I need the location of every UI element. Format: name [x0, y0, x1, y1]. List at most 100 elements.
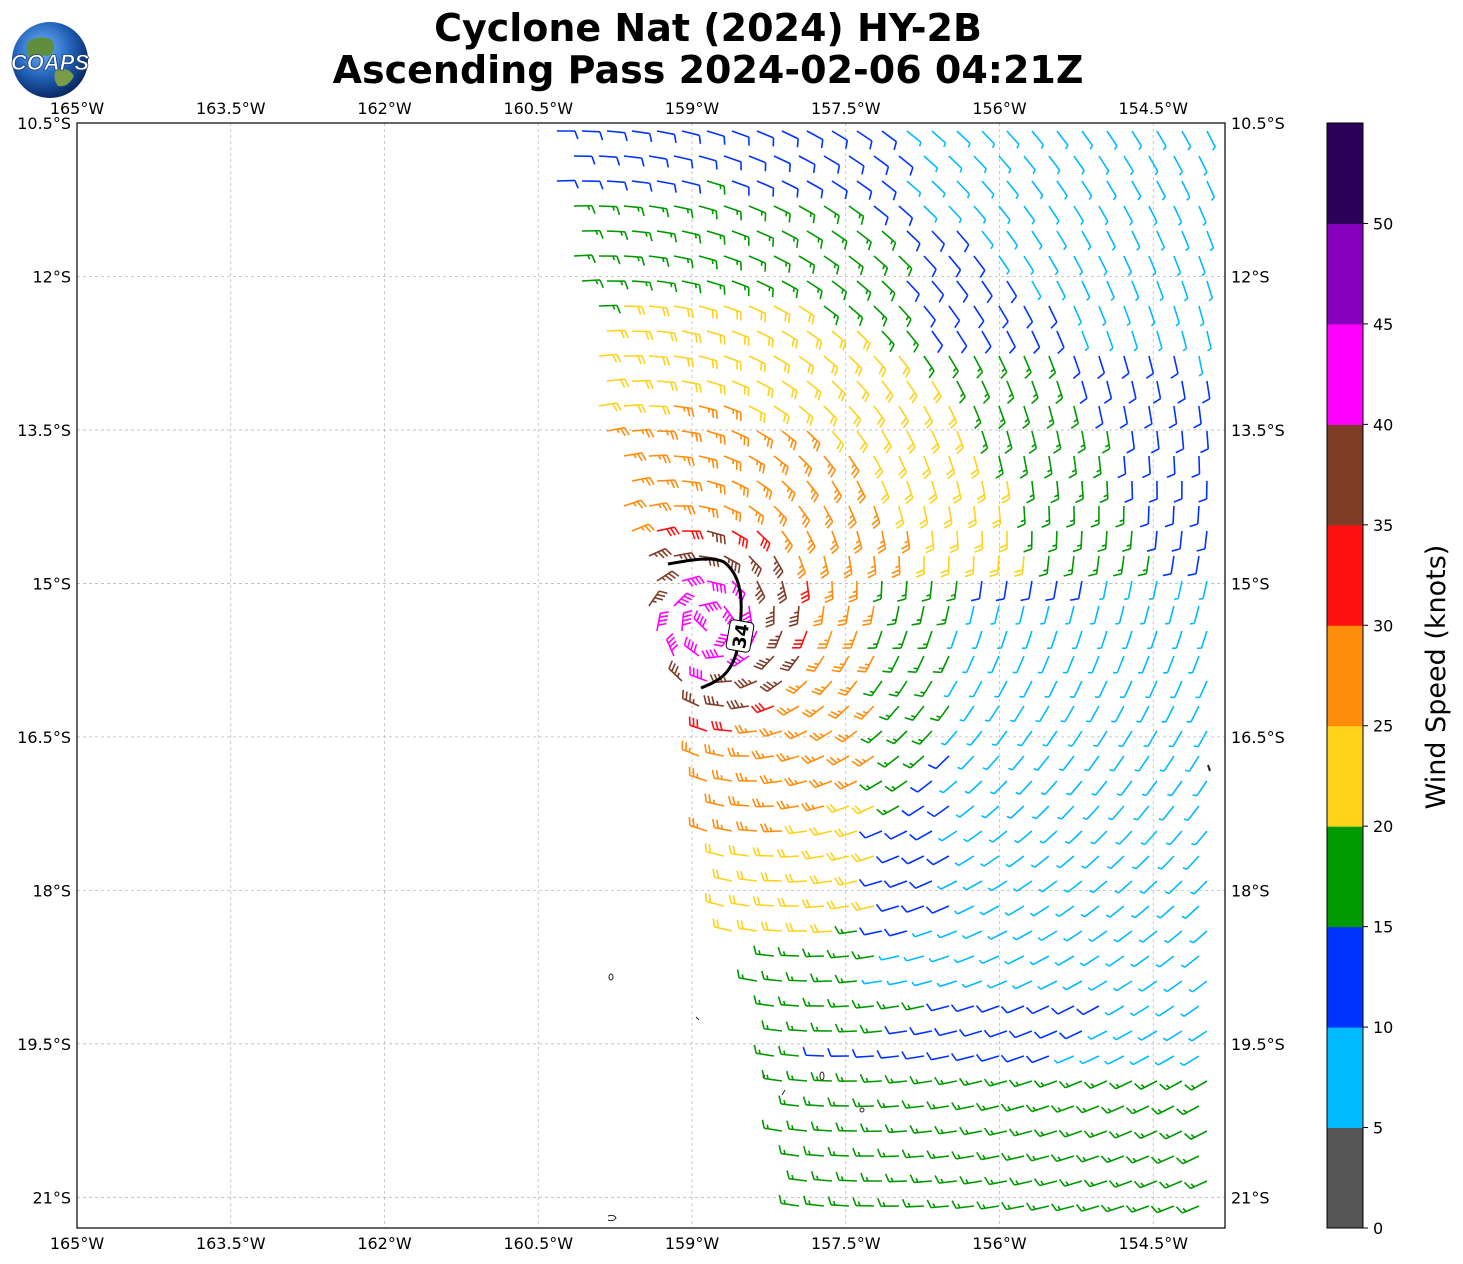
wind-barb: [703, 695, 725, 707]
wind-barb: [648, 502, 672, 512]
wind-barb: [934, 1076, 958, 1086]
wind-barb: [842, 630, 858, 649]
wind-barb: [937, 830, 958, 842]
wind-barb: [961, 980, 983, 988]
wind-barb: [898, 405, 910, 429]
wind-barb: [1182, 855, 1200, 871]
wind-barb: [1156, 130, 1167, 151]
wind-barb: [1181, 280, 1189, 302]
wind-barb: [806, 280, 823, 300]
wind-barb: [698, 355, 718, 370]
wind-barb: [1184, 1080, 1208, 1091]
wind-barb: [1150, 430, 1160, 454]
wind-barb: [656, 526, 680, 537]
wind-barb: [1156, 905, 1175, 919]
wind-barb: [1109, 755, 1125, 772]
wind-barb: [788, 605, 800, 627]
wind-barb: [982, 755, 1000, 771]
wind-barb: [1094, 680, 1108, 699]
wind-barb: [656, 280, 678, 293]
wind-barb: [1145, 680, 1158, 699]
wind-barb: [881, 180, 897, 201]
wind-barb: [1041, 505, 1051, 529]
wind-barb: [1137, 1030, 1158, 1041]
wind-barb: [981, 230, 994, 250]
wind-barb: [1154, 1005, 1175, 1017]
wind-barb: [873, 455, 884, 479]
wind-barb: [631, 330, 654, 341]
wind-barb: [800, 802, 825, 812]
wind-barb: [1159, 755, 1175, 772]
wind-barb: [773, 305, 791, 324]
wind-barb: [926, 1199, 949, 1209]
lon-tick-label-bottom: 159°W: [665, 1234, 720, 1253]
wind-barb: [1198, 480, 1208, 503]
wind-barb: [806, 230, 824, 249]
wind-barb: [859, 927, 883, 936]
wind-barb: [773, 155, 792, 173]
wind-barb: [851, 999, 875, 1009]
wind-barb: [981, 330, 992, 354]
wind-barb: [1164, 880, 1183, 895]
wind-barb: [698, 405, 719, 420]
wind-barb: [1187, 1030, 1208, 1042]
wind-barb: [656, 479, 680, 489]
wind-barb: [952, 480, 962, 504]
wind-barb: [808, 779, 833, 789]
lon-tick-label-bottom: 154.5°W: [1118, 1234, 1188, 1253]
wind-barb: [1191, 455, 1201, 478]
wind-barb: [1008, 1177, 1033, 1186]
wind-barb: [1073, 255, 1084, 276]
wind-barb: [980, 430, 989, 455]
wind-barb: [962, 880, 983, 891]
wind-barb: [673, 305, 694, 318]
wind-barb: [648, 205, 670, 218]
wind-barb: [973, 405, 982, 430]
wind-barb: [806, 530, 816, 554]
wind-barb: [1100, 1105, 1125, 1114]
wind-barb: [975, 1053, 1000, 1062]
wind-barb: [798, 255, 816, 274]
wind-barb: [886, 980, 908, 986]
wind-barb: [623, 255, 646, 266]
wind-barb: [1088, 555, 1100, 577]
wind-barb: [1161, 705, 1175, 723]
wind-barb: [998, 530, 1008, 553]
wind-barb: [956, 280, 969, 303]
wind-barb: [833, 828, 858, 838]
wind-barb: [731, 330, 750, 347]
wind-barb: [964, 780, 983, 794]
wind-barb: [848, 255, 864, 276]
wind-barb: [850, 805, 875, 815]
lat-tick-label-right: 12°S: [1231, 267, 1270, 286]
wind-barb: [1139, 880, 1158, 894]
map-subtitle: Ascending Pass 2024-02-06 04:21Z: [332, 48, 1084, 92]
wind-barb: [556, 179, 579, 189]
wind-barb: [862, 605, 875, 626]
wind-barb: [856, 480, 866, 504]
wind-barb: [806, 130, 824, 149]
wind-barb: [698, 305, 718, 320]
wind-barb: [955, 805, 975, 818]
wind-barb: [812, 605, 825, 627]
wind-barb: [796, 555, 807, 580]
wind-barb: [883, 880, 908, 889]
wind-barb: [598, 155, 621, 166]
wind-barb: [876, 1148, 899, 1158]
wind-barb: [911, 605, 925, 626]
wind-barb: [1145, 355, 1155, 379]
wind-barb: [1159, 1080, 1183, 1091]
wind-barb: [1105, 955, 1125, 967]
wind-barb: [954, 905, 975, 915]
wind-barb: [1031, 130, 1045, 149]
wind-barb: [798, 305, 815, 325]
wind-barb: [901, 1051, 925, 1060]
wind-barb: [750, 702, 775, 714]
wind-barb: [953, 955, 975, 964]
wind-barb: [1072, 355, 1081, 380]
wind-barb: [833, 780, 858, 790]
wind-barb: [909, 830, 933, 841]
wind-barb: [1104, 1005, 1125, 1016]
wind-barb: [1070, 405, 1080, 429]
wind-barb: [970, 580, 983, 602]
